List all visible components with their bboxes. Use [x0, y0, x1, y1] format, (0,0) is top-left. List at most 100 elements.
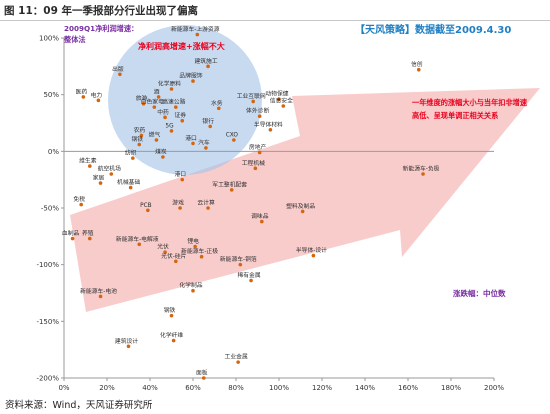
data-point-label: 燃气 [149, 131, 161, 139]
data-point-label: 航空机场 [98, 165, 121, 173]
data-point [257, 150, 262, 155]
data-point-label: CXO [226, 133, 239, 139]
data-point [96, 98, 101, 103]
data-point [70, 236, 75, 241]
data-point [253, 166, 258, 171]
data-point-label: 建筑设计 [115, 337, 138, 345]
figure-title: 图 11：09 年一季报部分行业出现了偏离 [4, 5, 199, 17]
data-point [195, 32, 200, 37]
data-point [217, 106, 221, 111]
data-point [174, 259, 178, 264]
data-point-label: 中药 [157, 108, 169, 116]
data-point [79, 202, 83, 207]
data-point [171, 338, 176, 343]
figure-header: 图 11：09 年一季报部分行业出现了偏离 [0, 0, 550, 21]
y-tick-label: -50% [41, 205, 59, 213]
data-point [141, 101, 146, 106]
trend-arrow [70, 88, 540, 312]
x-tick-label: 120% [312, 384, 332, 392]
data-point [251, 99, 255, 104]
data-point [191, 141, 195, 146]
data-point-label: 钢铁 [131, 135, 143, 143]
data-point [180, 118, 185, 123]
data-point [206, 206, 210, 210]
data-point-label: 证券 [174, 111, 186, 119]
data-point [139, 133, 144, 138]
y-tick-label: 100% [39, 35, 59, 43]
data-point [109, 172, 114, 176]
data-point-label: 动物保健 [265, 90, 288, 98]
data-point [126, 344, 131, 349]
data-point-label: 军工整机配套 [212, 180, 247, 188]
data-point-label: 锂电 [187, 237, 199, 245]
data-point-label: 化学纤维 [160, 331, 183, 339]
data-point-label: 房地产 [249, 143, 267, 151]
data-point-label: 血制品 [62, 229, 80, 237]
data-point-label: 云计算 [197, 199, 215, 207]
data-point-label: 调味品 [251, 212, 269, 220]
data-point-label: 维生素 [79, 157, 97, 165]
data-point-label: 工程机械 [242, 159, 265, 167]
data-point [131, 156, 135, 160]
data-point-label: 银行 [202, 117, 214, 125]
data-point [161, 155, 165, 159]
data-point-label: 半导体材料 [254, 120, 283, 128]
data-point-label: 新能源车-铜箔 [220, 255, 257, 263]
data-point-label: 新能源车-上游资源 [171, 25, 220, 33]
data-point-label: 新能源车-电解液 [116, 235, 159, 243]
data-point-label: 稀有金属 [237, 271, 260, 279]
x-tick-label: 200% [484, 384, 504, 392]
data-point [232, 138, 236, 142]
y-tick-label: 0% [48, 148, 59, 156]
data-point-label: 医药 [76, 87, 88, 95]
data-point-label: 新能源车-负极 [403, 165, 440, 173]
y-tick-label: -100% [36, 261, 59, 269]
data-point-label: 纺织 [125, 149, 137, 157]
ellipse-label: 净利润高增速+涨幅不大 [138, 41, 225, 51]
data-point [281, 104, 286, 108]
data-point-label: 化学原料 [158, 80, 181, 88]
data-point [268, 128, 273, 132]
data-point [416, 67, 421, 72]
data-point [178, 206, 182, 210]
median-note: 涨跌幅：中位数 [453, 288, 506, 298]
data-point-label: 旅游 [136, 94, 148, 102]
data-point [98, 294, 103, 299]
data-point-label: 建筑施工 [194, 57, 217, 65]
data-point [277, 97, 281, 101]
data-point-label: 养殖 [82, 229, 94, 237]
x-tick-label: 100% [269, 384, 289, 392]
x-tick-label: 60% [185, 384, 201, 392]
data-point-label: 煤炭 [155, 148, 167, 156]
x-tick-label: 80% [228, 384, 244, 392]
data-point-label: 新能源车-正极 [181, 247, 218, 255]
data-point-label: 高速公路 [162, 98, 185, 106]
x-tick-label: 140% [355, 384, 375, 392]
x-tick-label: 20% [99, 384, 115, 392]
data-point [201, 376, 206, 380]
data-point [88, 164, 92, 168]
source-note: 资料来源：Wind，天风证券研究所 [5, 400, 153, 411]
data-point [199, 254, 204, 259]
data-point [98, 181, 103, 185]
data-point-label: PCB [140, 203, 152, 209]
data-point-label: 水务 [211, 99, 223, 107]
y-tick-label: 50% [43, 91, 59, 99]
data-point [421, 172, 425, 176]
data-point [300, 209, 305, 214]
deviation-note-line1: 一年维度的涨幅大小与当年扣非增速 [412, 98, 528, 107]
data-point [163, 115, 167, 120]
data-point-label: 酒 [154, 87, 160, 95]
data-point-label: 光伏 [157, 243, 169, 251]
data-point [169, 129, 174, 133]
data-point [257, 114, 262, 118]
note-quadrant-line1: 2009Q1净利润增速： [64, 24, 138, 33]
data-point [206, 64, 210, 69]
data-point-label: 品牌服饰 [179, 72, 202, 80]
data-point-label: 农药 [134, 126, 146, 134]
data-point-label: 出版 [112, 65, 124, 73]
data-point [128, 185, 133, 190]
data-point-label: 新能源车-电池 [80, 287, 117, 295]
